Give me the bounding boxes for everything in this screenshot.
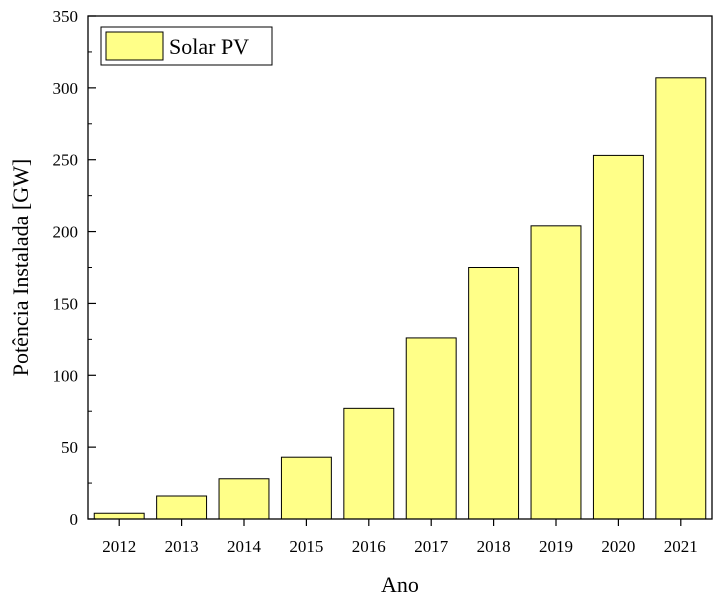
y-tick-label: 250 [53, 151, 79, 170]
x-tick-label: 2014 [227, 537, 262, 556]
x-tick-label: 2019 [539, 537, 573, 556]
bar-2016 [343, 407, 395, 520]
legend: Solar PV [100, 26, 273, 66]
x-tick-label: 2015 [289, 537, 323, 556]
bar-2015 [280, 456, 332, 520]
y-tick-label: 200 [53, 223, 79, 242]
y-tick-label: 100 [53, 366, 79, 385]
x-tick-label: 2016 [352, 537, 386, 556]
y-tick-label: 0 [70, 510, 79, 529]
plot-frame [87, 15, 713, 520]
bar-2019 [530, 225, 582, 520]
x-tick-label: 2018 [477, 537, 511, 556]
bar-2013 [156, 495, 208, 520]
y-tick-label: 50 [61, 438, 78, 457]
y-tick-label: 350 [53, 7, 79, 26]
legend-label: Solar PV [169, 34, 249, 59]
bar-2017 [405, 337, 457, 520]
bar-2021 [655, 77, 707, 520]
x-tick-label: 2012 [102, 537, 136, 556]
y-axis-title: Potência Instalada [GW] [8, 159, 33, 376]
y-tick-label: 300 [53, 79, 79, 98]
x-tick-label: 2021 [664, 537, 698, 556]
legend-swatch [105, 31, 164, 61]
bar-2014 [218, 478, 270, 520]
bar-2012 [93, 512, 145, 520]
bars-layer [93, 77, 707, 520]
x-tick-label: 2020 [601, 537, 635, 556]
x-tick-label: 2013 [165, 537, 199, 556]
bar-2020 [592, 154, 644, 520]
x-tick-label: 2017 [414, 537, 449, 556]
y-axis: 0 50 100 150 200 250 300 350 [53, 7, 96, 529]
x-axis: 2012 2013 2014 2015 2016 2017 2018 2019 2020 2021 [102, 519, 698, 556]
bar-2018 [468, 267, 520, 520]
y-tick-label: 150 [53, 294, 79, 313]
x-axis-title: Ano [381, 572, 419, 597]
